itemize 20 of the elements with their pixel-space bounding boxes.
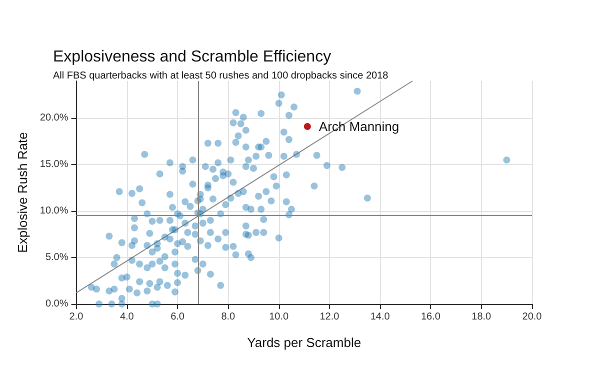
x-tick-label: 10.0 xyxy=(269,312,289,322)
chart-subtitle: All FBS quarterbacks with at least 50 rushes and 100 dropbacks since 2018 xyxy=(53,70,389,82)
x-axis-title: Yards per Scramble xyxy=(247,335,362,350)
y-axis-title: Explosive Rush Rate xyxy=(15,132,30,253)
chart-title: Explosiveness and Scramble Efficiency xyxy=(53,48,332,66)
y-tick-label: 15.0% xyxy=(40,159,68,170)
x-tick-label: 12.0 xyxy=(320,312,340,322)
x-tick-label: 18.0 xyxy=(472,312,492,322)
y-tick-label: 5.0% xyxy=(45,252,68,264)
x-tick-label: 8.0 xyxy=(221,312,236,322)
x-tick-label: 14.0 xyxy=(370,312,390,322)
x-tick-label: 4.0 xyxy=(120,312,134,322)
y-tick-label: 10.0% xyxy=(40,206,68,217)
series-label: Arch Manning xyxy=(318,119,400,134)
x-tick-label: 6.0 xyxy=(170,312,185,322)
x-tick-label: 16.0 xyxy=(420,312,441,322)
y-tick-label: 20.0% xyxy=(40,112,68,124)
x-tick-label: 20.0 xyxy=(522,312,542,322)
x-tick-label: 2.0 xyxy=(69,312,84,322)
y-tick-label: 0.0% xyxy=(45,298,68,310)
